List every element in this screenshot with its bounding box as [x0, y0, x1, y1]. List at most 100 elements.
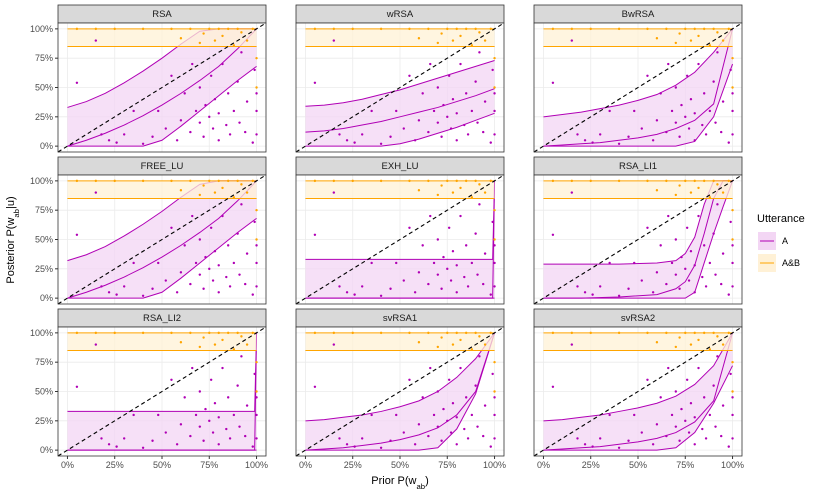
point: [463, 427, 466, 431]
point: [466, 285, 470, 288]
point: [240, 335, 243, 338]
point: [436, 193, 440, 197]
point: [255, 86, 258, 89]
point: [436, 425, 440, 428]
point: [608, 109, 611, 113]
point: [245, 39, 249, 42]
axis-title: Posterior P(wab|u): [5, 196, 21, 283]
point: [680, 407, 683, 411]
strip-title: EXH_LU: [382, 161, 419, 172]
point: [417, 341, 421, 344]
point: [727, 293, 730, 296]
point: [551, 331, 555, 335]
point: [141, 294, 145, 297]
point: [179, 341, 183, 344]
point: [667, 214, 670, 218]
point: [236, 179, 239, 183]
point: [551, 385, 555, 389]
point: [370, 261, 373, 265]
point: [689, 343, 693, 346]
point: [721, 100, 725, 103]
x-tick-label: 75%: [200, 460, 218, 470]
point: [665, 130, 668, 134]
point: [466, 437, 470, 440]
point: [360, 133, 364, 136]
point: [687, 431, 691, 434]
point: [221, 338, 224, 342]
point: [198, 425, 202, 428]
point: [659, 92, 662, 95]
reference-diagonal: [295, 174, 505, 305]
point: [665, 27, 668, 31]
point: [463, 123, 466, 127]
point: [245, 404, 249, 407]
point: [667, 62, 670, 66]
ribbon: [67, 332, 257, 351]
point: [674, 345, 678, 349]
point: [209, 226, 213, 229]
point: [440, 439, 443, 442]
line-upper: [305, 332, 495, 422]
point: [208, 115, 211, 119]
point: [701, 123, 704, 127]
point: [217, 27, 220, 31]
point: [731, 109, 734, 113]
point: [179, 119, 183, 122]
point: [667, 366, 670, 370]
point: [446, 331, 449, 335]
axis-title-part: |u): [5, 196, 17, 209]
point: [617, 331, 621, 335]
point: [251, 179, 254, 183]
point: [470, 196, 474, 199]
point: [253, 220, 256, 224]
point: [107, 291, 111, 294]
point: [436, 86, 440, 89]
point: [236, 27, 239, 31]
point: [379, 446, 383, 449]
point: [708, 261, 712, 265]
point: [483, 404, 487, 407]
point: [716, 51, 719, 54]
point: [202, 184, 205, 187]
point: [470, 44, 474, 47]
point: [474, 80, 477, 83]
point: [464, 396, 468, 399]
point: [255, 244, 258, 247]
point: [198, 193, 202, 197]
point: [189, 130, 192, 134]
point: [646, 27, 649, 31]
point: [345, 139, 349, 142]
point: [651, 291, 655, 294]
point: [491, 68, 494, 72]
point: [570, 343, 574, 346]
point: [687, 279, 691, 282]
point: [712, 179, 715, 183]
point: [489, 293, 492, 296]
point: [379, 179, 383, 183]
point: [389, 135, 392, 138]
point: [727, 331, 730, 335]
strip-title: RSA_LI2: [143, 313, 181, 324]
point: [493, 261, 496, 265]
point: [413, 443, 417, 446]
point: [727, 27, 730, 31]
point: [464, 179, 468, 183]
point: [449, 127, 453, 130]
strip-title: FREE_LU: [141, 161, 184, 172]
point: [245, 343, 249, 346]
x-tick-label: 100%: [245, 460, 268, 470]
line-lower: [305, 112, 495, 147]
point: [255, 396, 258, 399]
strip-title: RSA_LI1: [619, 161, 657, 172]
point: [493, 244, 496, 247]
point: [583, 139, 587, 142]
point: [360, 285, 364, 288]
line-values: [543, 28, 734, 147]
point: [731, 437, 734, 440]
point: [655, 189, 659, 192]
point: [689, 191, 693, 194]
point: [395, 109, 398, 113]
point: [94, 27, 98, 31]
point: [727, 141, 730, 144]
point: [697, 214, 700, 218]
